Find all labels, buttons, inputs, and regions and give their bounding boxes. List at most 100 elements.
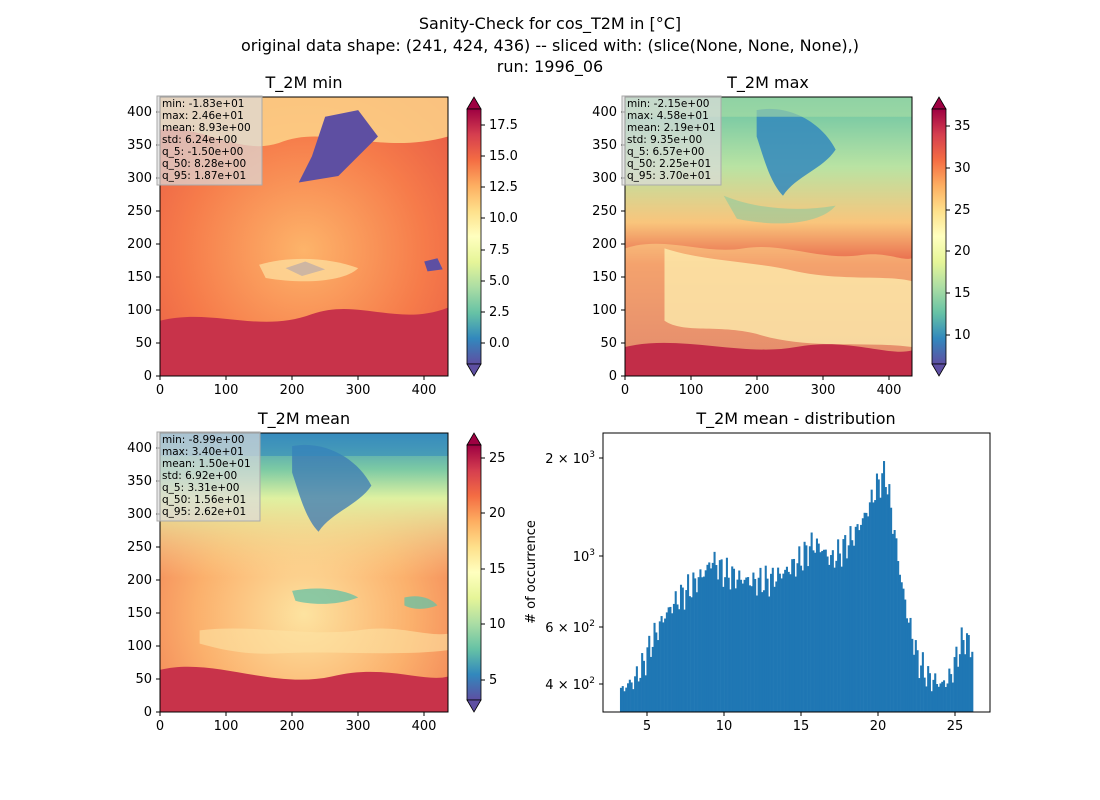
y-tick-exponent: 2 <box>589 676 595 686</box>
histogram-bar <box>951 682 954 712</box>
colorbar-tick-label: 15 <box>954 286 971 301</box>
stat-line: q_5: 6.57e+00 <box>627 146 704 158</box>
x-ticks: 5 10 15 20 25 <box>643 712 963 734</box>
y-tick-label: 6 × 102 <box>545 619 595 636</box>
stat-line: q_50: 2.25e+01 <box>627 158 711 170</box>
histogram-bar <box>948 668 951 712</box>
histogram-bar <box>851 540 854 712</box>
histogram-bar <box>710 568 713 712</box>
x-tick-label: 5 <box>643 719 651 734</box>
histogram-bar <box>743 579 746 712</box>
histogram-bar <box>944 687 947 712</box>
histogram-bar <box>821 550 824 712</box>
histogram-bar <box>812 550 815 712</box>
y-ticks: 4 × 102 6 × 102 103 2 × 103 <box>545 450 603 693</box>
histogram-bar <box>681 587 684 712</box>
histogram-bar <box>852 545 856 712</box>
panel-title: T_2M mean <box>257 409 350 429</box>
y-tick-label: 100 <box>592 303 617 318</box>
x-tick-label: 400 <box>412 719 437 734</box>
histogram-bar <box>651 646 654 712</box>
histogram-bar <box>833 567 836 712</box>
plot-frame <box>602 432 991 713</box>
histogram-bar <box>801 570 804 712</box>
colorbar-tick-label: 20 <box>954 244 971 259</box>
histogram-bar <box>967 635 970 712</box>
histogram-bar <box>702 576 705 712</box>
histogram-bar <box>683 609 686 712</box>
histogram-bar <box>644 675 647 712</box>
histogram-bar <box>955 646 958 712</box>
histogram-bar <box>711 562 714 712</box>
x-tick-label: 300 <box>811 383 836 398</box>
histogram-bar <box>621 686 624 712</box>
histogram-bar <box>920 665 923 712</box>
histogram-bar <box>738 570 741 712</box>
colorbar-tick-label: 5 <box>489 673 497 688</box>
histogram-bar <box>750 586 753 712</box>
histogram-bar <box>688 596 691 712</box>
y-tick-label: 400 <box>127 441 152 456</box>
plot-frame <box>159 96 449 377</box>
colorbar-tick-label: 10 <box>954 328 971 343</box>
stat-line: min: -2.15e+00 <box>627 98 709 110</box>
colorbar-extend-min <box>466 363 482 377</box>
histogram-bar <box>930 691 933 712</box>
colorbar: 10 15 20 25 30 35 <box>931 96 971 377</box>
x-tick-label: 300 <box>346 383 371 398</box>
histogram-bar <box>699 569 702 712</box>
histogram-bar <box>634 676 637 712</box>
histogram-bar <box>872 502 875 712</box>
x-tick-label: 0 <box>156 383 164 398</box>
colorbar-gradient <box>466 108 482 365</box>
histogram-bar <box>671 613 674 712</box>
histogram-bar <box>701 577 704 712</box>
histogram-bar <box>630 682 633 712</box>
panel-t2m-min: T_2M min 0 100 200 300 400 0 50 100 150 … <box>127 73 518 398</box>
histogram-bar <box>946 683 949 712</box>
histogram-bar <box>778 573 781 712</box>
stat-line: std: 6.92e+00 <box>162 470 237 482</box>
y-tick-base: 6 <box>545 621 553 636</box>
y-tick-label: 350 <box>127 138 152 153</box>
histogram-bar <box>784 569 787 712</box>
x-tick-label: 20 <box>870 719 887 734</box>
histogram-bar <box>771 567 774 712</box>
y-tick-label: 0 <box>609 369 617 384</box>
colorbar-tick-label: 25 <box>954 203 971 218</box>
histogram-bar <box>805 545 808 712</box>
histogram-bars <box>619 461 974 712</box>
colorbar-gradient <box>466 444 482 701</box>
histogram-bar <box>803 541 806 712</box>
figure-title: Sanity-Check for cos_T2M in [°C] origina… <box>241 14 859 77</box>
y-tick-label: 300 <box>127 171 152 186</box>
histogram-bar <box>715 565 718 712</box>
histogram-bar <box>905 618 909 712</box>
histogram-bar <box>886 494 889 712</box>
histogram-bar <box>925 686 928 712</box>
colorbar-tick-label: 20 <box>489 506 506 521</box>
x-tick-label: 200 <box>280 719 305 734</box>
colorbar-gradient <box>931 108 947 365</box>
histogram-bar <box>958 654 961 712</box>
stat-line: mean: 8.93e+00 <box>162 122 251 134</box>
histogram-bar <box>649 656 653 712</box>
histogram-bar <box>875 473 879 712</box>
histogram-bar <box>939 683 942 712</box>
y-tick-label: 300 <box>592 171 617 186</box>
y-tick-label: 250 <box>127 540 152 555</box>
stat-line: std: 9.35e+00 <box>627 134 702 146</box>
histogram-bar <box>840 566 843 712</box>
histogram-bar <box>623 691 626 712</box>
histogram-bar <box>893 530 896 712</box>
colorbar-tick-label: 7.5 <box>489 243 510 258</box>
histogram-bar <box>856 524 859 712</box>
histogram-bar <box>690 597 693 712</box>
histogram-bar <box>657 640 660 712</box>
histogram-bar <box>747 577 750 712</box>
x-tick-label: 100 <box>679 383 704 398</box>
y-tick-exponent: 3 <box>589 450 595 460</box>
x-ticks: 0 100 200 300 400 <box>156 376 436 398</box>
stats-box: min: -2.15e+00 max: 4.58e+01 mean: 2.19e… <box>621 95 722 186</box>
stat-line: std: 6.24e+00 <box>162 134 237 146</box>
